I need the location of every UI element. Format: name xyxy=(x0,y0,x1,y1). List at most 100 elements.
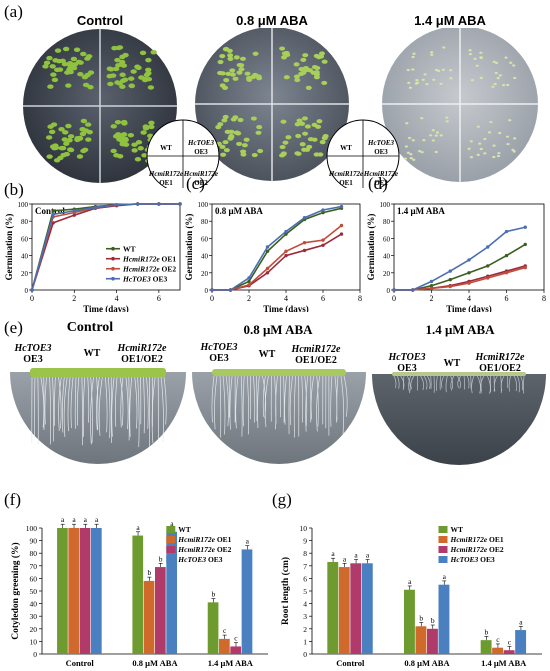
data-point xyxy=(523,242,527,247)
legend-swatch xyxy=(438,556,448,563)
y-tick-label: 2 xyxy=(303,625,307,634)
bar xyxy=(132,535,144,654)
root-mark xyxy=(52,376,54,442)
series-line xyxy=(394,265,526,291)
data-point xyxy=(467,271,471,275)
seedling-mark xyxy=(135,140,143,145)
legend-oe2: HcmiR172e xyxy=(363,170,399,178)
legend-label: WT xyxy=(178,525,191,534)
seedling-mark xyxy=(431,139,435,142)
data-point xyxy=(321,238,325,242)
root-mark xyxy=(445,375,448,393)
root-mark xyxy=(125,376,129,430)
data-point xyxy=(247,276,251,280)
root-mark xyxy=(457,375,461,388)
root-mark xyxy=(288,375,290,435)
seedling-mark xyxy=(128,83,135,88)
seedling-mark xyxy=(492,60,496,63)
seedling-mark xyxy=(217,70,224,76)
seedling-mark xyxy=(501,83,506,87)
x-axis-label: Time (days) xyxy=(263,304,309,312)
seedling-mark xyxy=(236,70,243,75)
significance-letter: a xyxy=(366,551,370,560)
seedling-mark xyxy=(513,76,517,80)
seedling-mark xyxy=(252,72,259,78)
seedling-mark xyxy=(215,125,222,130)
seedling-mark xyxy=(61,61,69,67)
data-point xyxy=(523,265,527,270)
root-plate-08aba xyxy=(192,369,366,464)
seedling-mark xyxy=(106,66,114,71)
seedling-mark xyxy=(493,82,497,86)
root-mark xyxy=(423,375,428,390)
legend-label: HcmiR172e OE2 xyxy=(450,545,504,554)
seedling-mark xyxy=(321,80,328,86)
seedling-mark xyxy=(66,138,73,143)
seedling-mark xyxy=(236,141,243,147)
seedling-mark xyxy=(115,45,122,51)
x-tick-label: 2 xyxy=(430,294,434,303)
seedling-mark xyxy=(439,134,443,137)
data-point xyxy=(411,288,415,292)
seedling-mark xyxy=(407,81,411,85)
data-point xyxy=(157,202,161,206)
y-tick-label: 80 xyxy=(30,549,38,558)
legend-oe1-2: OE1 xyxy=(339,179,353,187)
e-ctrl-mir: HcmiR172e xyxy=(117,343,167,354)
data-point xyxy=(467,281,471,285)
seedling-mark xyxy=(222,85,229,91)
y-tick-label: 40 xyxy=(201,253,209,261)
seedling-mark xyxy=(131,148,138,153)
seedling-mark xyxy=(476,153,480,157)
bar xyxy=(207,602,219,654)
legend-label: HcTOE3 OE3 xyxy=(450,555,495,564)
seedling-mark xyxy=(77,71,84,77)
seedling-mark xyxy=(299,142,306,147)
seedling-mark xyxy=(67,147,74,152)
series-line xyxy=(394,266,526,291)
seedling-mark xyxy=(229,68,236,73)
legend-label: WT xyxy=(123,245,136,254)
seedling-mark xyxy=(148,124,155,130)
seedling-mark xyxy=(87,84,94,90)
root-mark xyxy=(214,375,218,430)
root-mark xyxy=(74,376,77,429)
seedling-mark xyxy=(479,51,483,54)
y-tick-label: 20 xyxy=(383,270,391,278)
root-mark xyxy=(115,376,118,427)
seedling-mark xyxy=(294,151,301,156)
data-point xyxy=(486,264,490,268)
seedling-mark xyxy=(120,119,128,125)
data-point xyxy=(265,249,270,253)
seedling-mark xyxy=(232,115,239,120)
seedling-mark xyxy=(85,137,92,142)
seedling-mark xyxy=(143,72,151,78)
data-point xyxy=(486,245,490,249)
seedling-mark xyxy=(142,124,149,129)
data-point xyxy=(136,202,140,206)
bar xyxy=(427,628,438,654)
y-axis-label: Germination (%) xyxy=(4,214,14,281)
seedling-mark xyxy=(478,142,482,145)
seedling-mark xyxy=(483,137,487,141)
seedling-mark xyxy=(495,61,499,64)
seedling-mark xyxy=(67,134,75,139)
legend-oe1: HcmiR172e xyxy=(328,170,364,178)
legend-wt: WT xyxy=(340,144,352,152)
root-mark xyxy=(410,375,415,390)
seedling-mark xyxy=(70,56,78,62)
seedling-mark xyxy=(469,140,473,143)
bar xyxy=(503,650,515,654)
data-point xyxy=(284,249,288,253)
seedling-mark xyxy=(241,143,248,148)
y-tick-label: 70 xyxy=(30,562,38,571)
seedling-mark xyxy=(119,72,126,78)
seedling-mark xyxy=(470,79,475,82)
root-mark xyxy=(480,375,485,392)
e-08-toe-2: OE3 xyxy=(209,353,229,364)
seedling-mark xyxy=(415,79,419,82)
seedling-mark xyxy=(227,53,234,58)
seedling-mark xyxy=(405,122,409,125)
seedling-mark xyxy=(81,74,89,80)
root-mark xyxy=(44,376,48,425)
